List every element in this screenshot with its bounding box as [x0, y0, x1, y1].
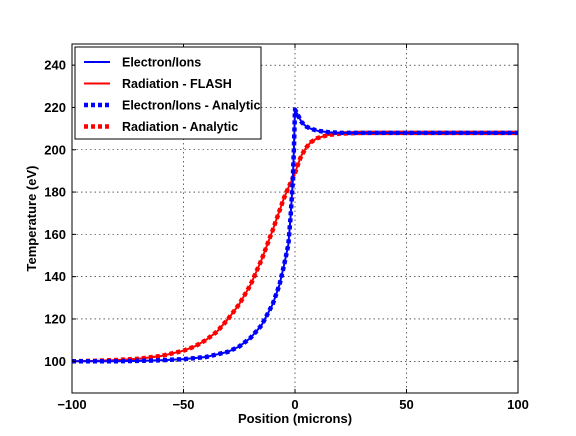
y-tick-label: 140 — [44, 269, 66, 284]
x-tick-label: 0 — [291, 397, 298, 412]
x-tick-label: 100 — [507, 397, 529, 412]
y-tick-label: 160 — [44, 227, 66, 242]
y-axis-label: Temperature (eV) — [24, 166, 39, 272]
series-layer — [71, 107, 518, 364]
y-tick-label: 240 — [44, 58, 66, 73]
y-tick-label: 180 — [44, 185, 66, 200]
y-tick-label: 220 — [44, 100, 66, 115]
x-axis-label: Position (microns) — [238, 411, 352, 426]
legend-label-3: Radiation - Analytic — [122, 120, 238, 134]
x-tick-label: −100 — [57, 397, 86, 412]
axis-ticks: −100 −50 0 50 100 100 120 140 160 180 200 220 240 — [44, 44, 529, 412]
y-tick-label: 100 — [44, 354, 66, 369]
series-line-2 — [72, 107, 518, 364]
legend-label-1: Radiation - FLASH — [122, 77, 232, 91]
y-tick-label: 120 — [44, 311, 66, 326]
legend-label-2: Electron/Ions - Analytic — [122, 99, 261, 113]
legend: Electron/Ions Radiation - FLASH Electron/I… — [74, 46, 262, 140]
x-tick-label: 50 — [399, 397, 413, 412]
y-tick-label: 200 — [44, 142, 66, 157]
legend-label-0: Electron/Ions — [122, 56, 201, 70]
x-tick-label: −50 — [172, 397, 194, 412]
